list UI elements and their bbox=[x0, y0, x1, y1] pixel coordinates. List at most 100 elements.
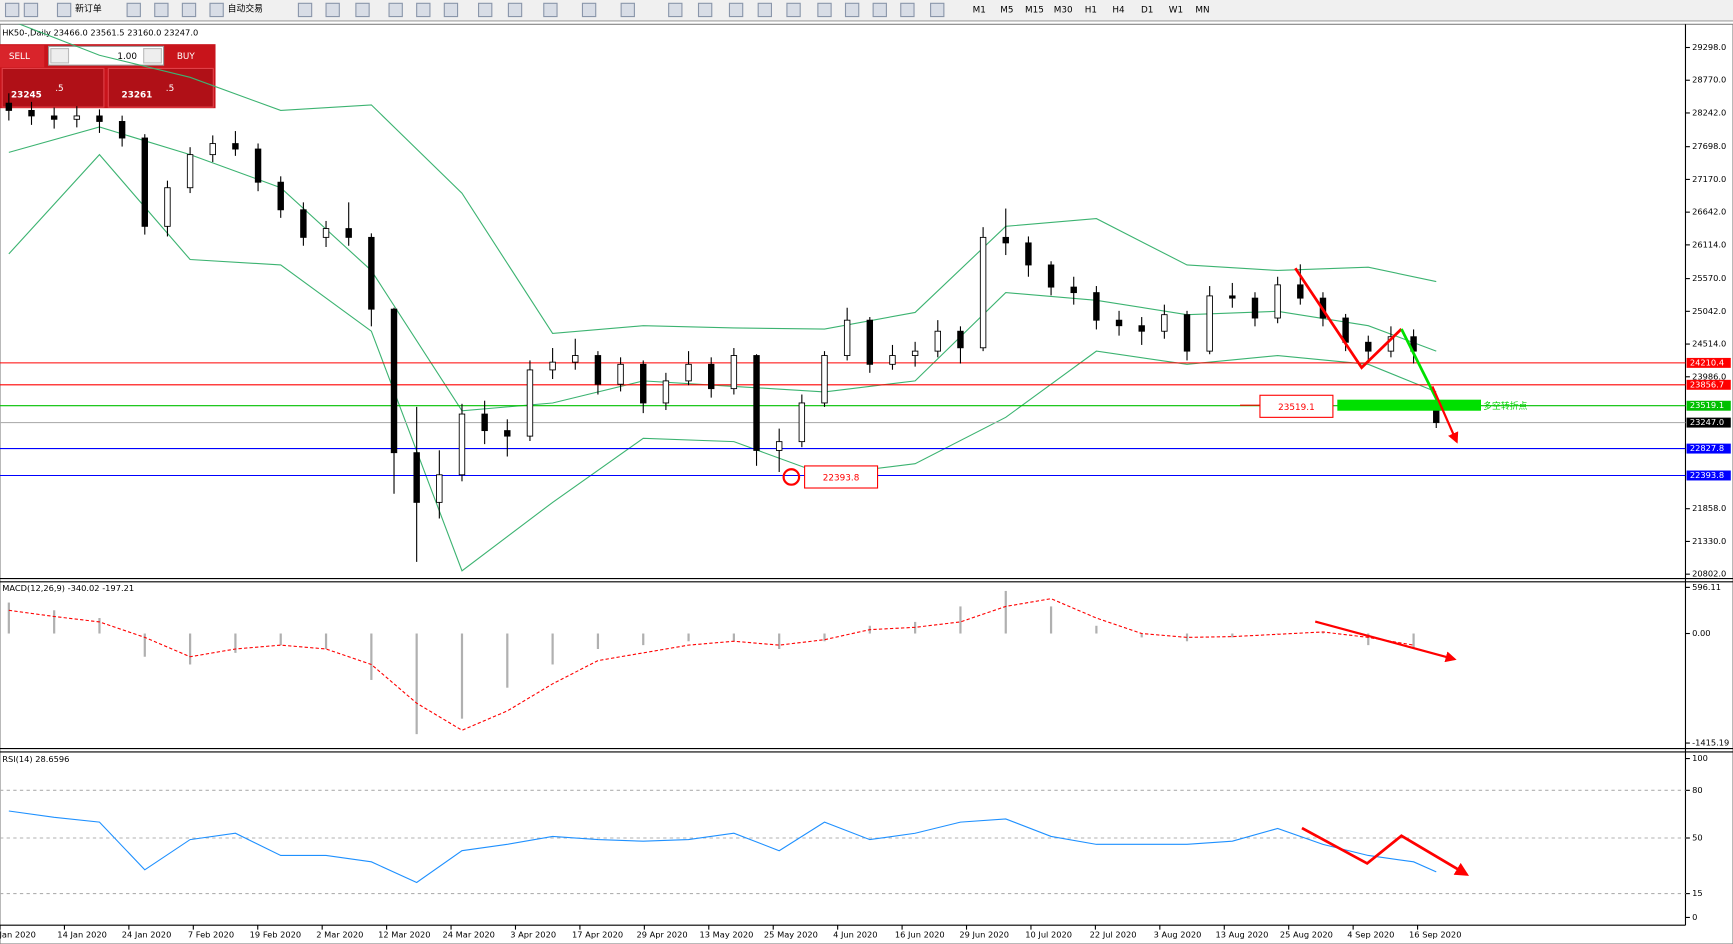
toolbar-icon[interactable] bbox=[209, 2, 224, 18]
y-tick-label: 28242.0 bbox=[1692, 107, 1726, 117]
macd-bar bbox=[687, 633, 690, 642]
timeframe-button[interactable]: M15 bbox=[1025, 5, 1044, 15]
level-label: 22827.8 bbox=[1690, 443, 1724, 453]
lot-value[interactable]: 1.00 bbox=[117, 52, 137, 62]
y-tick-label: 25042.0 bbox=[1692, 306, 1726, 316]
level-label: 24210.4 bbox=[1690, 357, 1724, 367]
lot-input[interactable] bbox=[48, 45, 165, 66]
timeframe-button[interactable]: MN bbox=[1195, 5, 1209, 15]
toolbar-icon[interactable] bbox=[757, 2, 773, 18]
toolbar-icon[interactable] bbox=[181, 2, 197, 18]
x-tick-label: 25 Aug 2020 bbox=[1280, 930, 1333, 940]
x-tick-label: 7 Feb 2020 bbox=[188, 930, 234, 940]
candle-body bbox=[481, 413, 488, 432]
lot-down[interactable] bbox=[50, 48, 70, 64]
price-callout bbox=[1259, 394, 1334, 418]
candle-body bbox=[436, 474, 443, 503]
timeframe-button[interactable]: M30 bbox=[1054, 5, 1073, 15]
candle-body bbox=[1183, 314, 1191, 352]
toolbar-icon[interactable] bbox=[4, 2, 20, 18]
macd-bar bbox=[1049, 606, 1053, 634]
sell-button[interactable] bbox=[0, 45, 45, 68]
auto-trading-button[interactable]: 自动交易 bbox=[228, 2, 263, 14]
toolbar-icon[interactable] bbox=[416, 2, 431, 18]
lot-up[interactable] bbox=[143, 48, 162, 64]
toolbar-icon[interactable] bbox=[478, 2, 493, 18]
new-order-button[interactable]: 新订单 bbox=[75, 2, 102, 14]
toolbar-icon[interactable] bbox=[543, 2, 558, 18]
chart-frame bbox=[0, 23, 1733, 944]
y-tick-label: 0 bbox=[1692, 912, 1697, 922]
candle-body bbox=[141, 137, 148, 227]
timeframe-button[interactable]: W1 bbox=[1169, 5, 1183, 15]
ask-fraction[interactable]: .5 bbox=[166, 84, 174, 94]
candle-body bbox=[843, 319, 851, 356]
timeframe-button[interactable]: M5 bbox=[1000, 5, 1013, 15]
toolbar-icon[interactable] bbox=[507, 2, 523, 18]
toolbar-icon[interactable] bbox=[817, 2, 832, 18]
candle-body bbox=[685, 363, 692, 382]
toolbar-icon[interactable] bbox=[844, 2, 860, 18]
sell-label[interactable]: SELL bbox=[9, 52, 30, 62]
toolbar-icon[interactable] bbox=[443, 2, 459, 18]
macd-bar bbox=[1095, 625, 1098, 634]
candle-body bbox=[96, 115, 103, 122]
candle-body bbox=[28, 109, 35, 117]
toolbar-icon[interactable] bbox=[697, 2, 713, 18]
macd-bar bbox=[279, 633, 282, 646]
candle-body bbox=[50, 115, 58, 120]
ask-price[interactable]: 23261 bbox=[122, 90, 153, 100]
buy-label[interactable]: BUY bbox=[177, 52, 196, 62]
toolbar-icon[interactable] bbox=[23, 2, 39, 18]
trend-arrow bbox=[1294, 267, 1403, 370]
timeframe-button[interactable]: D1 bbox=[1141, 5, 1153, 15]
x-tick-label: 29 Apr 2020 bbox=[636, 930, 687, 940]
candle-body bbox=[798, 402, 806, 443]
x-tick-label: 14 Jan 2020 bbox=[57, 930, 107, 940]
candle-body bbox=[572, 355, 579, 363]
macd-bar bbox=[596, 633, 600, 649]
toolbar-icon[interactable] bbox=[388, 2, 403, 18]
toolbar-icon[interactable] bbox=[786, 2, 801, 18]
timeframe-button[interactable]: H4 bbox=[1112, 5, 1125, 15]
bid-price[interactable]: 23245 bbox=[11, 90, 42, 100]
x-tick-label: 19 Feb 2020 bbox=[250, 930, 301, 940]
macd-bar bbox=[506, 633, 509, 688]
toolbar-icon[interactable] bbox=[872, 2, 887, 18]
y-tick-label: 27170.0 bbox=[1692, 174, 1726, 184]
toolbar-icon[interactable] bbox=[355, 2, 370, 18]
x-tick-label: 12 Mar 2020 bbox=[378, 930, 430, 940]
toolbar-icon[interactable] bbox=[620, 2, 635, 18]
macd-bar bbox=[642, 633, 645, 646]
toolbar-icon[interactable] bbox=[154, 2, 169, 18]
buy-price-box[interactable] bbox=[107, 67, 214, 108]
toolbar-icon[interactable] bbox=[728, 2, 744, 18]
toolbar-icon[interactable] bbox=[900, 2, 915, 18]
y-tick-label: -1415.19 bbox=[1692, 738, 1729, 748]
bollinger-upper bbox=[18, 24, 1437, 335]
trend-arrow bbox=[1400, 328, 1443, 410]
sell-price-box[interactable] bbox=[1, 67, 105, 108]
toolbar-icon[interactable] bbox=[325, 2, 340, 18]
toolbar-icon[interactable] bbox=[581, 2, 597, 18]
toolbar-icon[interactable] bbox=[56, 2, 72, 18]
low-callout bbox=[804, 465, 879, 489]
timeframe-button[interactable]: M1 bbox=[973, 5, 986, 15]
timeframe-button[interactable]: H1 bbox=[1085, 5, 1097, 15]
candle-body bbox=[866, 319, 874, 365]
level-tag bbox=[1686, 379, 1731, 390]
candle-body bbox=[186, 154, 194, 189]
toolbar-icon[interactable] bbox=[930, 2, 945, 18]
turn-label: 多空转折点 bbox=[1483, 400, 1527, 412]
toolbar-icon[interactable] bbox=[297, 2, 313, 18]
y-tick-label: 596.11 bbox=[1692, 582, 1721, 592]
macd-bar bbox=[188, 633, 192, 665]
bid-fraction[interactable]: .5 bbox=[55, 84, 63, 94]
macd-bar bbox=[234, 633, 237, 653]
candle-body bbox=[617, 363, 624, 385]
chart-header: HK50-,Daily 23466.0 23561.5 23160.0 2324… bbox=[2, 28, 198, 38]
toolbar-icon[interactable] bbox=[126, 2, 141, 18]
toolbar-icon[interactable] bbox=[668, 2, 683, 18]
macd-bar bbox=[551, 633, 554, 665]
y-tick-label: 23986.0 bbox=[1692, 371, 1726, 381]
